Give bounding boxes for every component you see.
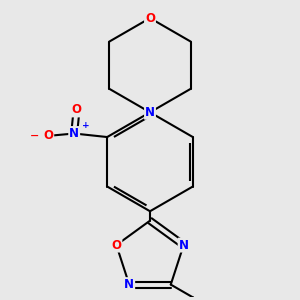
Text: N: N (145, 106, 155, 119)
Text: N: N (178, 238, 189, 252)
Text: O: O (43, 129, 53, 142)
Text: N: N (124, 278, 134, 291)
Text: O: O (145, 12, 155, 25)
Text: −: − (29, 131, 39, 141)
Text: O: O (111, 238, 122, 252)
Text: N: N (69, 127, 79, 140)
Text: +: + (82, 121, 90, 130)
Text: O: O (71, 103, 82, 116)
